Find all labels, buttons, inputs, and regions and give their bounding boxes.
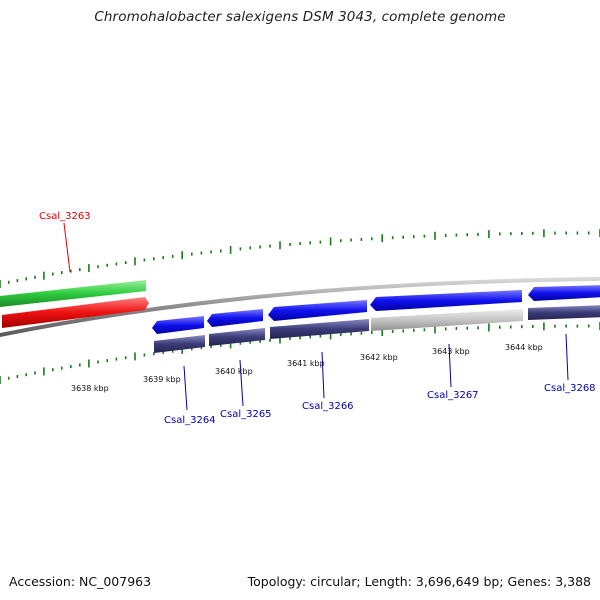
gene-label-Csal_3268[interactable]: Csal_3268 — [544, 383, 596, 394]
callout-Csal_3268 — [565, 333, 569, 381]
ruler-label: 3639 kbp — [143, 375, 181, 384]
gene-label-Csal_3266[interactable]: Csal_3266 — [302, 401, 354, 412]
gene-Csal_3265-cds[interactable] — [207, 309, 263, 327]
gene-label-Csal_3267[interactable]: Csal_3267 — [427, 390, 479, 401]
gene-Csal_3268-feature[interactable] — [528, 305, 600, 320]
accession-text: Accession: NC_007963 — [9, 574, 152, 589]
genome-summary-text: Topology: circular; Length: 3,696,649 bp… — [247, 574, 591, 589]
gene-Csal_3266-feature[interactable] — [270, 319, 369, 339]
genome-backbone — [0, 277, 600, 338]
gene-label-Csal_3264[interactable]: Csal_3264 — [164, 415, 216, 426]
gene-Csal_3263-feature[interactable] — [2, 297, 149, 328]
gene-Csal_3268-cds[interactable] — [528, 285, 600, 301]
outer-ruler-ticks — [0, 229, 600, 288]
callout-Csal_3264 — [183, 365, 188, 411]
gene-label-Csal_3263[interactable]: Csal_3263 — [39, 211, 91, 222]
gene-Csal_3265-feature[interactable] — [209, 328, 265, 346]
ruler-label: 3638 kbp — [71, 384, 109, 393]
gene-Csal_3264-cds[interactable] — [152, 316, 204, 334]
ruler-label: 3641 kbp — [287, 359, 325, 368]
callout-Csal_3266 — [321, 351, 325, 399]
gene-Csal_3263-cds[interactable] — [0, 280, 146, 307]
gene-Csal_3264-feature[interactable] — [154, 335, 205, 353]
gene-Csal_3267-feature[interactable] — [371, 309, 523, 331]
callout-Csal_3265 — [239, 359, 244, 407]
gene-label-Csal_3265[interactable]: Csal_3265 — [220, 409, 272, 420]
ruler-label: 3644 kbp — [505, 343, 543, 352]
ruler-label: 3642 kbp — [360, 353, 398, 362]
gene-Csal_3267-cds[interactable] — [370, 290, 522, 311]
map-title: Chromohalobacter salexigens DSM 3043, co… — [94, 9, 506, 25]
callout-Csal_3267 — [448, 343, 452, 388]
callout-Csal_3263 — [63, 222, 71, 273]
ruler-label: 3643 kbp — [432, 347, 470, 356]
gene-Csal_3266-cds[interactable] — [268, 300, 367, 321]
ruler-label: 3640 kbp — [215, 367, 253, 376]
